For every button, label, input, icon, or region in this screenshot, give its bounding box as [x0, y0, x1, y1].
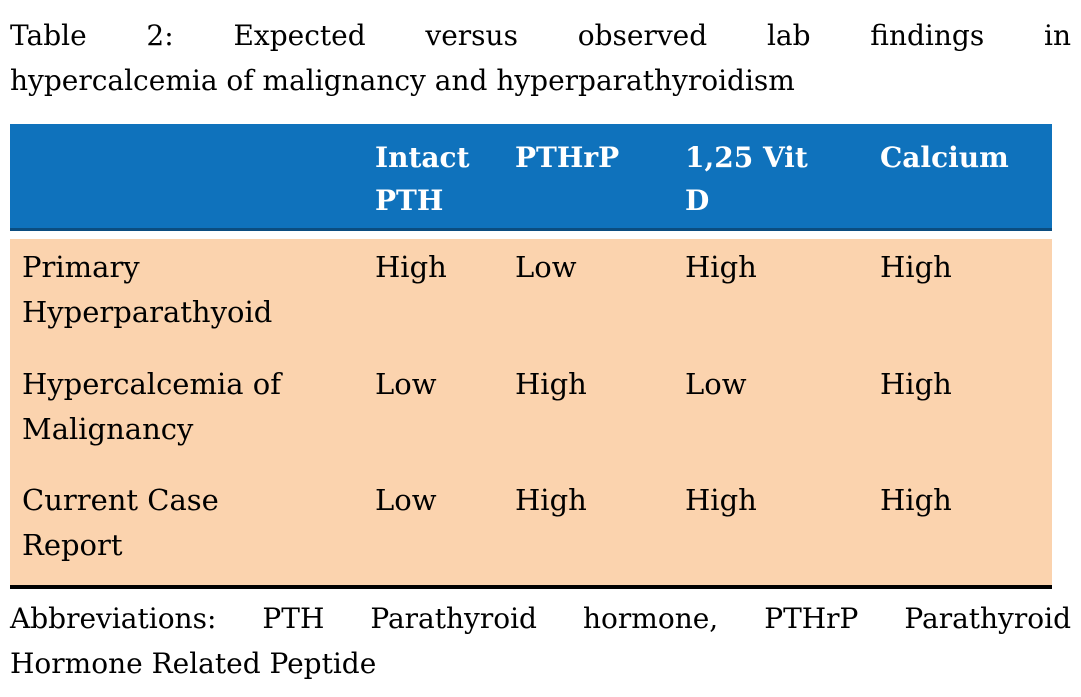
header-cell-calcium: Calcium [880, 141, 1009, 174]
cell-calcium: High [880, 367, 952, 401]
header-cell-empty [10, 124, 375, 228]
cell-calcium: High [880, 483, 952, 517]
cell-pthrp: Low [515, 250, 577, 284]
abbreviations-note: Abbreviations: PTH Parathyroid hormone, … [10, 596, 1071, 686]
abbreviations-line-2: Hormone Related Peptide [10, 647, 377, 680]
header-cell-intact-pth: Intact PTH [375, 141, 470, 217]
header-cell-vit-d: 1,25 Vit D [685, 141, 808, 217]
table-row-hypercalcemia-of-malignancy: Hypercalcemia of Malignancy Low High Low… [10, 356, 1052, 472]
header-cell-pthrp: PTHrP [515, 141, 620, 174]
table-caption-line-1: Table 2: Expected versus observed lab fi… [10, 19, 1071, 52]
abbreviations-line-1: Abbreviations: PTH Parathyroid hormone, … [10, 602, 1071, 635]
cell-vit-d: Low [685, 367, 747, 401]
cell-vit-d: High [685, 250, 757, 284]
table-header-row: Intact PTH PTHrP 1,25 Vit D Calcium [10, 124, 1052, 231]
row-label: Current Case Report [22, 483, 219, 562]
table-caption: Table 2: Expected versus observed lab fi… [10, 13, 1071, 103]
row-label: Hypercalcemia of Malignancy [22, 367, 281, 446]
cell-vit-d: High [685, 483, 757, 517]
cell-intact-pth: Low [375, 483, 437, 517]
cell-intact-pth: High [375, 250, 447, 284]
cell-pthrp: High [515, 367, 587, 401]
table-row-current-case-report: Current Case Report Low High High High [10, 472, 1052, 585]
cell-intact-pth: Low [375, 367, 437, 401]
lab-findings-table: Intact PTH PTHrP 1,25 Vit D Calcium Prim… [10, 124, 1052, 589]
table-caption-line-2: hypercalcemia of malignancy and hyperpar… [10, 64, 795, 97]
table-body: Primary Hyperparathyoid High Low High Hi… [10, 239, 1052, 589]
table-row-primary-hyperparathyroid: Primary Hyperparathyoid High Low High Hi… [10, 239, 1052, 356]
cell-calcium: High [880, 250, 952, 284]
header-body-gap [10, 231, 1052, 239]
row-label: Primary Hyperparathyoid [22, 250, 273, 329]
cell-pthrp: High [515, 483, 587, 517]
